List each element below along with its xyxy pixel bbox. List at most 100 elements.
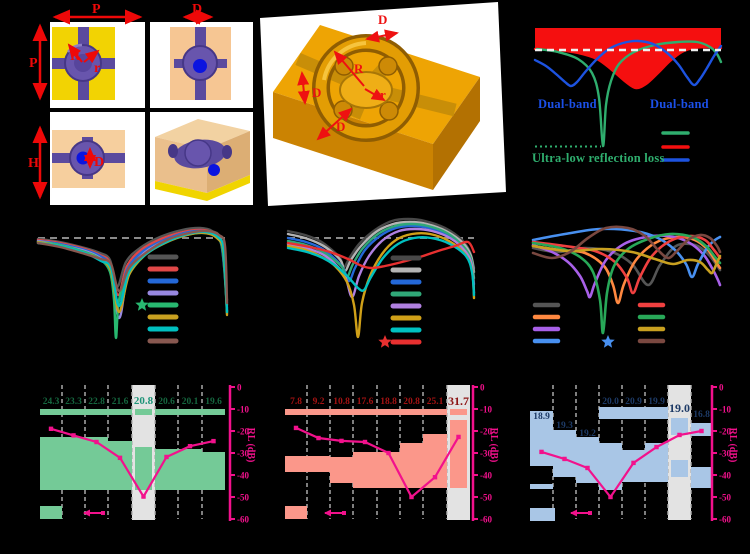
bar-segment [377, 452, 400, 488]
rl-marker [432, 475, 438, 480]
bar-segment [307, 456, 330, 472]
via-blue-dot [193, 59, 207, 73]
bar-value-label: 20.1 [182, 397, 199, 407]
f-red [531, 234, 722, 295]
rl-marker [631, 460, 636, 466]
rl-marker [164, 454, 169, 460]
rl-marker [362, 439, 368, 445]
bar-value-label: 31.7 [448, 394, 469, 408]
period-P-label-left: P [29, 56, 38, 71]
legend-arrow [324, 509, 331, 517]
radius-r-label: r [380, 87, 386, 102]
rl-marker [539, 449, 544, 455]
rl-marker [386, 450, 391, 456]
radius-r-arrow [83, 49, 100, 64]
rl-line [295, 426, 460, 499]
radius-r-arrow [364, 88, 386, 102]
unit-cell-views: R r D [28, 2, 253, 205]
legend-bar-swatch [530, 508, 555, 521]
axis-tick-label: -40 [480, 471, 492, 481]
block-left-face [273, 92, 433, 190]
bar-segment [108, 441, 132, 490]
axis-tick-label: -50 [480, 493, 492, 503]
bar-segment [62, 409, 85, 415]
axis-tick-label: -20 [480, 427, 492, 437]
bar-value-label: 20.9 [625, 397, 642, 407]
bar-segment [155, 449, 178, 490]
e-darkgray [286, 217, 476, 270]
rl-marker [117, 455, 123, 461]
blue-curve [533, 39, 723, 88]
rl-marker [608, 494, 613, 500]
bar-segment [285, 409, 307, 415]
bar-segment [400, 409, 423, 415]
green-curve [535, 40, 723, 148]
d-brown [36, 229, 229, 305]
bar-segment [450, 420, 467, 488]
rl-marker [562, 456, 567, 462]
red-curve [533, 45, 723, 90]
bar-segment [62, 437, 85, 490]
diameter-D-label-top: D [378, 12, 387, 27]
axis-title: RL (dB) [245, 428, 256, 463]
bar-segment [645, 407, 668, 419]
bar-value-label: 20.8 [134, 395, 154, 407]
bar-segment [353, 452, 377, 488]
legend-bar-swatch [285, 506, 307, 519]
bar-segment [400, 443, 423, 488]
radius-r-label: r [94, 61, 100, 76]
bar-segment [599, 443, 622, 490]
diameter-D-label-top: D [192, 2, 202, 17]
bar-value-label: 7.8 [290, 397, 302, 407]
e-red [286, 240, 476, 270]
dual-band-annotation-right: Dual-band [650, 97, 709, 111]
height-H-label-left: H [28, 156, 39, 171]
diameter-D-label-inner: D [94, 155, 104, 170]
rl-marker [677, 432, 682, 438]
bar-segment [691, 467, 712, 488]
diameter-D-label-left: D [312, 85, 321, 100]
period-P-label-top: P [92, 2, 101, 17]
axis-tick-label: -30 [237, 449, 249, 459]
axis-tick-label: -30 [480, 449, 492, 459]
radius-R-label: R [354, 61, 364, 76]
bar-segment [377, 409, 400, 415]
bar-value-label: 21.6 [112, 397, 129, 407]
star-marker [601, 335, 615, 348]
bar-segment [85, 409, 108, 415]
bar-segment [85, 437, 108, 490]
bar-segment [202, 452, 225, 490]
f-brown [531, 225, 722, 260]
block-right-face [433, 77, 480, 190]
bar-value-label: 25.1 [427, 397, 444, 407]
rl-marker [211, 438, 216, 444]
bar-segment [330, 409, 353, 415]
bar-segment [671, 460, 688, 477]
rl-marker [187, 443, 193, 449]
bar-value-label: 9.2 [313, 397, 325, 407]
legend-marker [342, 511, 346, 515]
bar-segment [671, 418, 688, 435]
bar-value-label: 18.8 [380, 397, 397, 407]
axis-tick-label: 0 [719, 383, 724, 393]
legend-bar-swatch [40, 506, 62, 519]
bar-segment [622, 407, 645, 419]
arm-end-left [168, 144, 178, 158]
gold-mold-render: D R r D D [260, 2, 506, 206]
panel-a-schematic: R r D [28, 2, 253, 205]
axis-tick-label: -60 [480, 515, 492, 525]
bar-segment [622, 450, 645, 482]
axis-tick-label: -40 [237, 471, 249, 481]
axis-tick-label: -40 [719, 471, 731, 481]
axis-tick-label: 0 [480, 383, 485, 393]
axis-tick-label: -60 [719, 515, 731, 525]
e-lightgray [286, 220, 476, 274]
bar-segment [576, 437, 599, 483]
axis-tick-label: -20 [719, 427, 731, 437]
rl-line [50, 427, 214, 499]
rl-marker [456, 434, 461, 440]
bar-segment [40, 409, 62, 415]
rl-marker [48, 426, 54, 431]
bar-value-label: 20.6 [158, 397, 175, 407]
f-green [531, 232, 722, 335]
